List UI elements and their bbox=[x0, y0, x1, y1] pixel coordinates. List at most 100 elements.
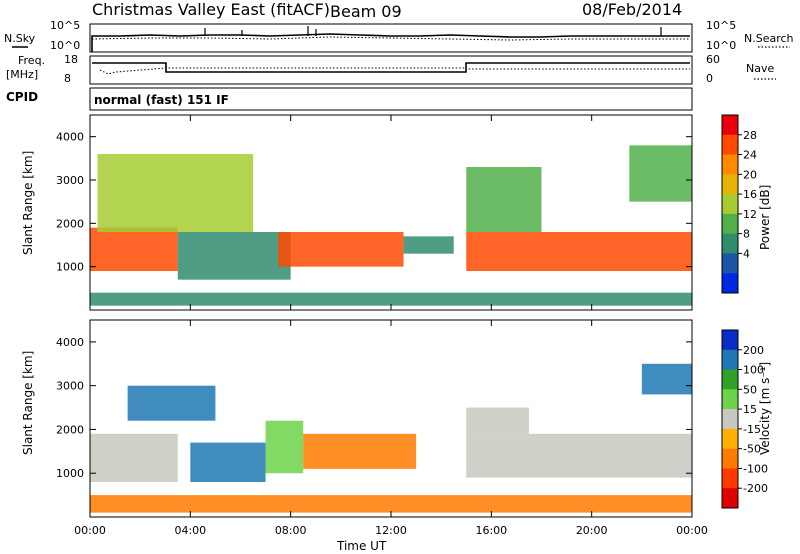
velocity-colorbar-swatch bbox=[722, 409, 738, 430]
velocity-colorbar-tick-label: -50 bbox=[743, 443, 761, 456]
velocity-echo-region bbox=[303, 433, 417, 469]
power-colorbar-label: Power [dB] bbox=[758, 185, 772, 250]
noise-tick-low-right: 10^0 bbox=[706, 39, 736, 52]
power-echo-region bbox=[177, 232, 291, 280]
velocity-ytick-label: 2000 bbox=[56, 423, 84, 436]
nsearch-trace bbox=[91, 36, 690, 41]
power-colorbar-swatch bbox=[722, 233, 738, 254]
noise-tick-high-left: 10^5 bbox=[50, 19, 80, 32]
velocity-echo-regions bbox=[90, 363, 692, 513]
xtick-label: 00:00 bbox=[676, 524, 708, 537]
nsky-trace bbox=[91, 33, 690, 52]
noise-tick-low-left: 10^0 bbox=[50, 39, 80, 52]
power-echo-region bbox=[466, 167, 542, 232]
power-colorbar-swatch bbox=[722, 213, 738, 235]
power-ytick-label: 4000 bbox=[56, 131, 84, 144]
power-echo-region bbox=[629, 145, 692, 202]
power-colorbar-swatch bbox=[722, 154, 738, 175]
xtick-label: 16:00 bbox=[475, 524, 507, 537]
power-colorbar-tick-label: 12 bbox=[743, 208, 757, 221]
nave-trace bbox=[99, 67, 690, 75]
power-colorbar-swatch bbox=[722, 174, 738, 195]
velocity-panel: 4000 3000 2000 1000 Slant Range [km] bbox=[21, 319, 693, 518]
velocity-colorbar-swatch bbox=[722, 330, 738, 351]
velocity-echo-region bbox=[466, 433, 692, 478]
velocity-colorbar-label: Velocity [m s⁻¹] bbox=[758, 362, 772, 455]
power-colorbar-tick-label: 4 bbox=[743, 247, 750, 260]
velocity-echo-region bbox=[90, 495, 692, 513]
time-axis-label: Time UT bbox=[336, 539, 387, 553]
velocity-colorbar-swatch bbox=[722, 488, 738, 509]
power-ytick-label: 2000 bbox=[56, 217, 84, 230]
nsearch-label: N.Search bbox=[744, 32, 794, 45]
cpid-panel bbox=[89, 87, 693, 111]
velocity-colorbar-tick-label: -200 bbox=[743, 482, 768, 495]
power-echo-region bbox=[90, 292, 692, 306]
velocity-colorbar-tick-label: -100 bbox=[743, 462, 768, 475]
freq-label-1: Freq. bbox=[18, 54, 45, 67]
cpid-label: CPID bbox=[6, 90, 38, 104]
velocity-ytick-label: 3000 bbox=[56, 380, 84, 393]
velocity-ytick-label: 4000 bbox=[56, 336, 84, 349]
power-echo-region bbox=[90, 227, 178, 271]
power-echo-region bbox=[403, 236, 454, 254]
velocity-colorbar-tick-label: 15 bbox=[743, 403, 757, 416]
velocity-echo-region bbox=[90, 433, 178, 482]
nave-tick-high: 60 bbox=[706, 53, 720, 66]
velocity-colorbar-swatch bbox=[722, 428, 738, 450]
velocity-echo-region bbox=[466, 407, 529, 434]
beam-title: Beam 09 bbox=[330, 2, 402, 21]
power-panel: 4000 3000 2000 1000 Slant Range [km] bbox=[21, 114, 693, 311]
power-colorbar-swatch bbox=[722, 115, 738, 136]
power-colorbar-swatch bbox=[722, 273, 738, 294]
velocity-echo-region bbox=[127, 385, 216, 421]
velocity-colorbar: Velocity [m s⁻¹] 200 100 50 15 -15 -50 -100 -20… bbox=[721, 329, 772, 509]
power-colorbar-swatch bbox=[722, 194, 738, 215]
xtick-label: 08:00 bbox=[275, 524, 307, 537]
velocity-echo-region bbox=[265, 420, 304, 474]
power-colorbar: Power [dB] 28 24 20 16 12 8 4 bbox=[721, 114, 772, 294]
power-echo-region bbox=[97, 154, 254, 232]
xtick-label: 00:00 bbox=[74, 524, 106, 537]
power-colorbar-tick-label: 16 bbox=[743, 188, 757, 201]
power-colorbar-tick-label: 28 bbox=[743, 129, 757, 142]
nave-label: Nave bbox=[746, 62, 774, 75]
velocity-ytick-label: 1000 bbox=[56, 467, 84, 480]
station-title: Christmas Valley East (fitACF) bbox=[92, 0, 330, 19]
date-title: 08/Feb/2014 bbox=[582, 0, 682, 19]
nsky-label: N.Sky bbox=[4, 32, 36, 45]
power-echo-region bbox=[466, 232, 692, 271]
freq-label-2: [MHz] bbox=[6, 68, 38, 81]
xtick-label: 20:00 bbox=[576, 524, 608, 537]
frequency-trace bbox=[92, 62, 690, 73]
noise-tick-high-right: 10^5 bbox=[706, 19, 736, 32]
velocity-echo-region bbox=[641, 363, 692, 395]
frequency-panel: Freq. [MHz] 18 8 60 0 Nave bbox=[6, 53, 776, 85]
velocity-colorbar-tick-label: -15 bbox=[743, 423, 761, 436]
nave-tick-low: 0 bbox=[706, 72, 713, 85]
power-colorbar-swatch bbox=[722, 253, 738, 274]
power-ytick-label: 1000 bbox=[56, 261, 84, 274]
velocity-colorbar-swatch bbox=[722, 448, 738, 469]
power-colorbar-tick-label: 24 bbox=[743, 149, 757, 162]
power-ylabel: Slant Range [km] bbox=[21, 151, 35, 255]
freq-tick-low: 8 bbox=[64, 72, 71, 85]
noise-spikes bbox=[204, 26, 662, 36]
velocity-echo-region bbox=[190, 442, 266, 482]
velocity-colorbar-swatch bbox=[722, 349, 738, 371]
velocity-colorbar-swatch bbox=[722, 468, 738, 489]
velocity-ylabel: Slant Range [km] bbox=[21, 351, 35, 455]
velocity-colorbar-swatch bbox=[722, 389, 738, 410]
xtick-label: 04:00 bbox=[174, 524, 206, 537]
power-colorbar-swatch bbox=[722, 134, 738, 156]
power-echo-region bbox=[278, 232, 404, 267]
velocity-colorbar-tick-label: 100 bbox=[743, 364, 764, 377]
velocity-colorbar-swatch bbox=[722, 369, 738, 390]
time-axis: 00:00 04:00 08:00 12:00 16:00 20:00 00:00 bbox=[74, 115, 708, 537]
power-colorbar-tick-label: 8 bbox=[743, 228, 750, 241]
freq-tick-high: 18 bbox=[64, 53, 78, 66]
noise-panel: N.Sky 10^5 10^0 10^5 10^0 N.Search bbox=[4, 19, 794, 53]
power-echo-regions bbox=[90, 145, 692, 306]
power-ytick-label: 3000 bbox=[56, 174, 84, 187]
